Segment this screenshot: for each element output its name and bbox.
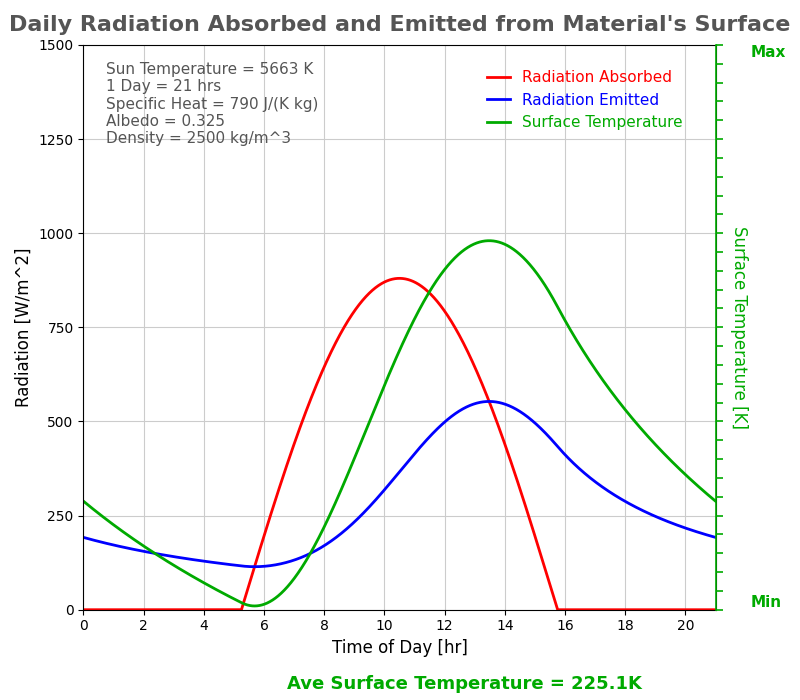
X-axis label: Time of Day [hr]: Time of Day [hr] — [331, 639, 467, 657]
Y-axis label: Surface Temperature [K]: Surface Temperature [K] — [730, 226, 748, 429]
Text: Max: Max — [750, 45, 786, 60]
Y-axis label: Radiation [W/m^2]: Radiation [W/m^2] — [15, 248, 33, 407]
Text: Ave Surface Temperature = 225.1K: Ave Surface Temperature = 225.1K — [286, 675, 642, 693]
Text: Min: Min — [750, 595, 782, 610]
Legend: Radiation Absorbed, Radiation Emitted, Surface Temperature: Radiation Absorbed, Radiation Emitted, S… — [481, 64, 689, 136]
Text: Sun Temperature = 5663 K
1 Day = 21 hrs
Specific Heat = 790 J/(K kg)
Albedo = 0.: Sun Temperature = 5663 K 1 Day = 21 hrs … — [106, 62, 318, 146]
Title: Daily Radiation Absorbed and Emitted from Material's Surface: Daily Radiation Absorbed and Emitted fro… — [9, 15, 790, 35]
